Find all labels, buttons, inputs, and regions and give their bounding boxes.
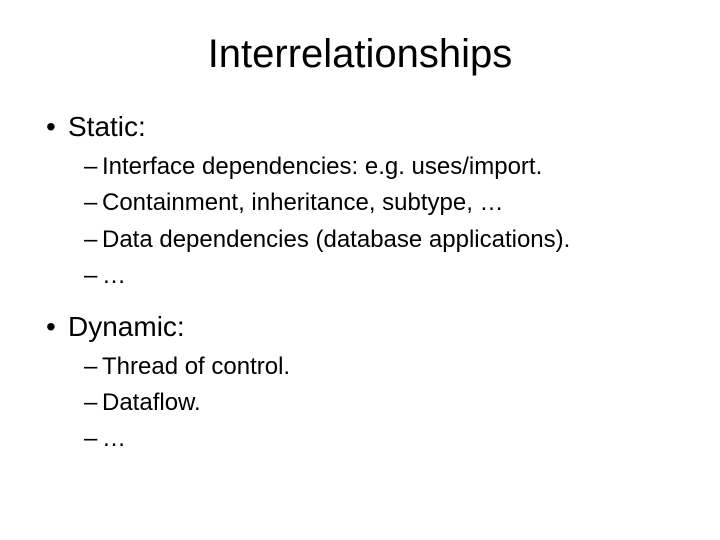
level1-item: •Static: — [40, 111, 680, 143]
dash-icon: – — [84, 187, 102, 219]
level2-text: … — [102, 262, 126, 289]
dash-icon: – — [84, 423, 102, 455]
level2-text: Thread of control. — [102, 353, 290, 380]
level2-text: Interface dependencies: e.g. uses/import… — [102, 153, 542, 180]
level2-item: –Interface dependencies: e.g. uses/impor… — [84, 151, 680, 183]
dash-icon: – — [84, 387, 102, 419]
level2-item: –Dataflow. — [84, 387, 680, 419]
level2-item: –… — [84, 260, 680, 292]
dash-icon: – — [84, 351, 102, 383]
level2-group: –Thread of control. –Dataflow. –… — [40, 351, 680, 456]
slide-title: Interrelationships — [40, 32, 680, 77]
level2-item: –Containment, inheritance, subtype, … — [84, 187, 680, 219]
slide: Interrelationships •Static: –Interface d… — [0, 0, 720, 540]
level1-item: •Dynamic: — [40, 311, 680, 343]
section-dynamic: •Dynamic: –Thread of control. –Dataflow.… — [40, 311, 680, 456]
level2-item: –… — [84, 423, 680, 455]
section-static: •Static: –Interface dependencies: e.g. u… — [40, 111, 680, 293]
bullet-icon: • — [46, 311, 68, 343]
dash-icon: – — [84, 260, 102, 292]
dash-icon: – — [84, 224, 102, 256]
level2-group: –Interface dependencies: e.g. uses/impor… — [40, 151, 680, 293]
level2-item: –Thread of control. — [84, 351, 680, 383]
level2-text: … — [102, 425, 126, 452]
bullet-icon: • — [46, 111, 68, 143]
level2-item: –Data dependencies (database application… — [84, 224, 680, 256]
level1-label: Dynamic: — [68, 311, 185, 342]
level2-text: Data dependencies (database applications… — [102, 226, 570, 253]
dash-icon: – — [84, 151, 102, 183]
level2-text: Dataflow. — [102, 389, 201, 416]
level2-text: Containment, inheritance, subtype, … — [102, 189, 504, 216]
level1-label: Static: — [68, 111, 146, 142]
